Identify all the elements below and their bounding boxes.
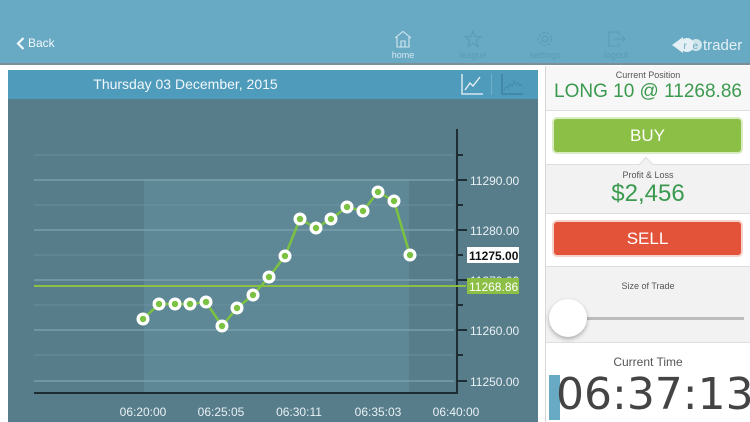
trade-size-slider-track[interactable] — [566, 317, 744, 320]
chart-header: Thursday 03 December, 2015 — [8, 70, 538, 99]
nav-league-label: league — [459, 50, 487, 60]
line-chart-button[interactable] — [459, 72, 485, 97]
x-tick-labels: 06:20:00 06:25:05 06:30:11 06:35:03 06:4… — [120, 405, 480, 419]
logout-icon — [608, 31, 626, 47]
svg-text:11290.00: 11290.00 — [470, 174, 519, 188]
svg-text:11250.00: 11250.00 — [470, 375, 519, 389]
current-price-tag: 11275.00 — [467, 247, 519, 263]
nav-settings[interactable]: settings — [515, 30, 575, 60]
current-time-value: 06:37:13 — [556, 369, 750, 420]
profit-loss-section: Profit & Loss $2,456 — [545, 156, 750, 214]
trade-panel: Current Position LONG 10 @ 11268.86 BUY … — [545, 66, 750, 422]
trade-size-label: Size of Trade — [621, 281, 675, 291]
current-position-label: Current Position — [615, 70, 681, 80]
chevron-left-icon — [16, 36, 25, 50]
current-position-value: LONG 10 @ 11268.86 — [554, 81, 742, 102]
svg-text:06:35:03: 06:35:03 — [355, 405, 402, 419]
entry-price-tag: 11268.86 — [467, 278, 519, 294]
current-time-section: Current Time 06:37:13 — [545, 343, 750, 422]
home-icon — [394, 30, 412, 48]
tick-chart-button[interactable] — [499, 72, 525, 97]
buy-section: BUY — [545, 111, 750, 164]
current-time-label: Current Time — [613, 355, 683, 369]
profit-loss-label: Profit & Loss — [622, 170, 674, 180]
price-markers — [136, 185, 417, 333]
svg-text:e: e — [693, 41, 699, 52]
buy-button[interactable]: BUY — [554, 119, 741, 152]
sell-button[interactable]: SELL — [554, 222, 741, 255]
svg-text:06:40:00: 06:40:00 — [433, 405, 480, 419]
star-icon — [463, 30, 483, 48]
nav-settings-label: settings — [529, 50, 561, 60]
svg-text:06:20:00: 06:20:00 — [120, 405, 167, 419]
gear-icon — [537, 31, 553, 47]
gridlines — [34, 179, 454, 382]
time-cursor-marker — [549, 375, 560, 420]
current-position-section: Current Position LONG 10 @ 11268.86 — [545, 66, 750, 111]
svg-text:r: r — [684, 41, 688, 52]
svg-text:11275.00: 11275.00 — [469, 249, 519, 263]
trade-size-section: Size of Trade — [545, 266, 750, 343]
svg-text:11260.00: 11260.00 — [470, 324, 519, 338]
back-label: Back — [28, 36, 55, 50]
svg-text:06:25:05: 06:25:05 — [198, 405, 245, 419]
svg-text:06:30:11: 06:30:11 — [276, 405, 322, 419]
tick-chart-icon — [501, 74, 523, 95]
logo-text: trader — [703, 36, 743, 54]
chart-panel: Thursday 03 December, 2015 — [8, 70, 538, 422]
svg-text:11280.00: 11280.00 — [470, 224, 519, 238]
profit-loss-value: $2,456 — [611, 180, 685, 207]
chart-type-divider — [491, 74, 492, 95]
minor-gridlines — [34, 154, 454, 356]
nav-logout[interactable]: logout — [586, 30, 646, 60]
nav-league[interactable]: league — [443, 30, 503, 60]
chart-date-title: Thursday 03 December, 2015 — [93, 76, 278, 92]
line-chart-icon — [461, 74, 483, 95]
y-axis-ticks — [457, 154, 467, 382]
nav-home[interactable]: home — [373, 30, 433, 60]
nav-logout-label: logout — [603, 50, 629, 60]
back-button[interactable]: Back — [16, 36, 55, 50]
nav-home-label: home — [391, 50, 415, 60]
sell-section: SELL — [545, 214, 750, 266]
price-chart[interactable]: 11290.00 11280.00 11270.00 11260.00 1125… — [8, 99, 538, 422]
svg-text:11268.86: 11268.86 — [469, 280, 518, 294]
trade-size-slider-thumb[interactable] — [549, 299, 587, 337]
